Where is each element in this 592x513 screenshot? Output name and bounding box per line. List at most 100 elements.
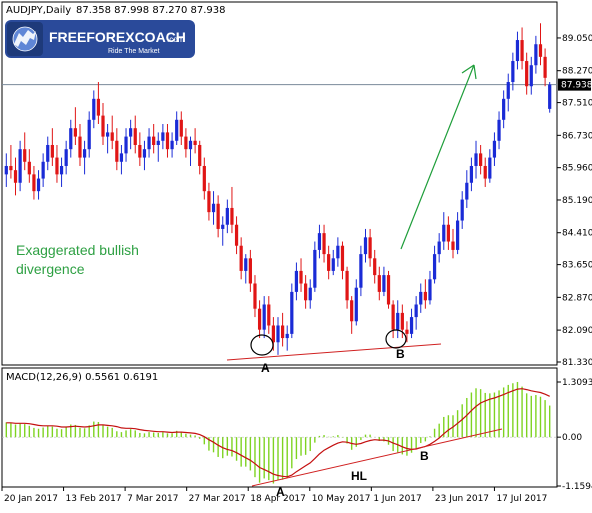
candle-body [405, 329, 409, 334]
macd-histogram [5, 381, 551, 484]
candle-body [373, 258, 377, 276]
candle-body [253, 283, 257, 309]
candle-body [13, 170, 18, 183]
candle-body [69, 128, 73, 150]
candle-body [23, 149, 27, 162]
logo-suffix: .com [167, 35, 185, 44]
higher-low-label: HL [351, 469, 367, 483]
candle-body [474, 153, 478, 166]
candle-body [331, 258, 335, 271]
candle-body [202, 165, 206, 192]
candle-body [152, 136, 156, 145]
arrow-head-icon [461, 64, 477, 80]
candle-body [515, 40, 520, 62]
candle-body [124, 136, 128, 154]
candle-body [239, 245, 243, 271]
candle-body [359, 254, 363, 288]
price-low-a-label: A [261, 361, 270, 375]
candle-body [345, 270, 349, 301]
candle-body [294, 270, 299, 292]
candle-body [161, 132, 165, 141]
candle-body [340, 245, 345, 271]
candle-body [327, 254, 331, 271]
candle-body [520, 40, 524, 62]
candle-body [469, 165, 474, 183]
candle-body [78, 136, 82, 158]
price-low-b-circle [385, 329, 407, 349]
price-tick-label: 82.090 [562, 326, 592, 336]
candle-body [170, 140, 174, 150]
candle-body [437, 241, 441, 255]
time-tick-label: 23 Jun 2017 [435, 494, 489, 504]
time-tick-label: 27 Mar 2017 [189, 494, 246, 504]
candle-body [211, 203, 216, 213]
candle-body [138, 144, 142, 158]
candle-body [409, 317, 414, 334]
candle-body [4, 165, 8, 175]
candle-body [386, 275, 391, 305]
candle-body [32, 174, 36, 192]
candle-body [382, 275, 386, 292]
candle-body [59, 165, 64, 175]
candlestick-series [4, 23, 552, 355]
candle-body [27, 161, 31, 175]
time-tick-label: 1 Jun 2017 [373, 494, 421, 504]
candle-body [492, 140, 497, 158]
price-low-a-circle [250, 334, 274, 356]
price-tick-label: 85.960 [562, 164, 592, 174]
time-tick-label: 17 Jul 2017 [496, 494, 547, 504]
candle-body [36, 178, 41, 192]
bull-icon [14, 30, 36, 47]
candle-body [396, 312, 400, 330]
macd-tick-label: 1.3093 [562, 378, 592, 388]
candle-body [280, 325, 285, 339]
candle-body [216, 203, 220, 229]
candle-body [193, 140, 197, 145]
candle-body [257, 308, 262, 330]
candle-body [442, 224, 446, 242]
candle-body [133, 128, 137, 145]
macd-panel-frame [1, 367, 558, 488]
candle-body [271, 325, 276, 343]
candle-body [350, 300, 354, 322]
candle-body [142, 149, 147, 158]
current-price-tag [558, 78, 591, 91]
candle-body [446, 224, 450, 242]
macd-low-b-label: B [420, 449, 429, 463]
price-panel-frame [1, 1, 558, 366]
candle-body [400, 312, 404, 330]
price-tick-label: 81.330 [562, 358, 592, 368]
candle-body [423, 291, 427, 301]
price-tick-label: 89.050 [562, 34, 592, 44]
candle-body [234, 224, 239, 246]
candle-body [82, 149, 87, 158]
candle-body [9, 165, 13, 171]
candle-body [147, 136, 151, 150]
candle-body [538, 44, 543, 57]
candle-body [322, 233, 326, 255]
price-low-b-label: B [396, 347, 405, 361]
candle-body [285, 333, 289, 339]
candle-body [336, 245, 340, 259]
candle-body [207, 191, 211, 213]
candle-body [87, 119, 91, 150]
candle-body [317, 233, 322, 250]
candle-body [497, 119, 501, 141]
candle-body [502, 98, 506, 120]
candle-body [184, 136, 188, 150]
candle-body [511, 61, 515, 83]
candle-body [46, 144, 50, 162]
time-axis: 20 Jan 2017 13 Feb 2017 7 Mar 2017 27 Mar 2… [1, 487, 547, 504]
candle-body [304, 283, 308, 301]
time-tick-label: 13 Feb 2017 [66, 494, 122, 504]
candle-body [267, 304, 271, 326]
candle-body [248, 258, 252, 284]
candle-body [313, 249, 317, 288]
candle-body [262, 304, 266, 330]
candle-body [73, 128, 77, 137]
candle-body [175, 119, 179, 141]
price-tick-label: 84.410 [562, 229, 592, 239]
price-axis: 89.050 88.270 87.510 86.730 85.960 85.190 84.4… [557, 34, 592, 368]
candle-body [244, 258, 248, 271]
